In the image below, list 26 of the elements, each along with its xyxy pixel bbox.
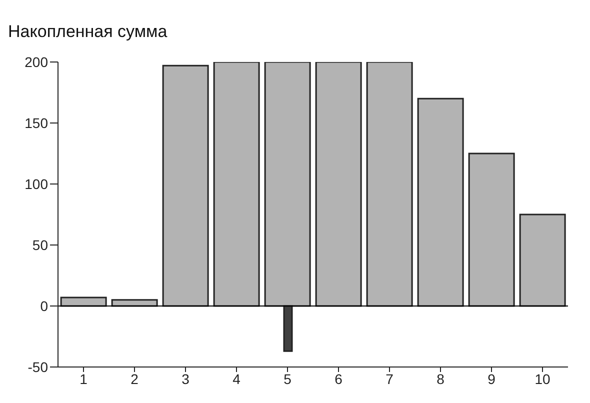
bar [519,214,566,307]
bar [417,98,464,307]
x-tick-label: 2 [130,370,139,387]
x-tick-label: 3 [182,370,190,387]
bar [60,296,107,307]
x-tick-label: 8 [436,370,445,387]
x-tick-label: 4 [232,370,241,387]
y-tick-label: 50 [32,236,48,253]
y-tick-label: 150 [24,114,48,131]
chart-title: Накопленная сумма [8,22,168,42]
y-tick-label: 200 [24,54,48,70]
x-tick-label: 1 [80,370,88,387]
x-tick-label: 5 [284,370,292,387]
bar [468,152,515,307]
x-tick-label: 6 [334,370,343,387]
bar [366,62,413,307]
bar [315,62,362,307]
bar [111,299,158,307]
y-tick-label: 100 [24,176,48,192]
bar [213,62,260,307]
x-tick-label: 10 [534,370,550,387]
bar [162,64,209,307]
y-tick-label: 0 [40,298,48,314]
y-tick-label: -50 [28,358,48,375]
x-tick-label: 9 [488,370,496,387]
x-tick-label: 7 [386,370,394,387]
